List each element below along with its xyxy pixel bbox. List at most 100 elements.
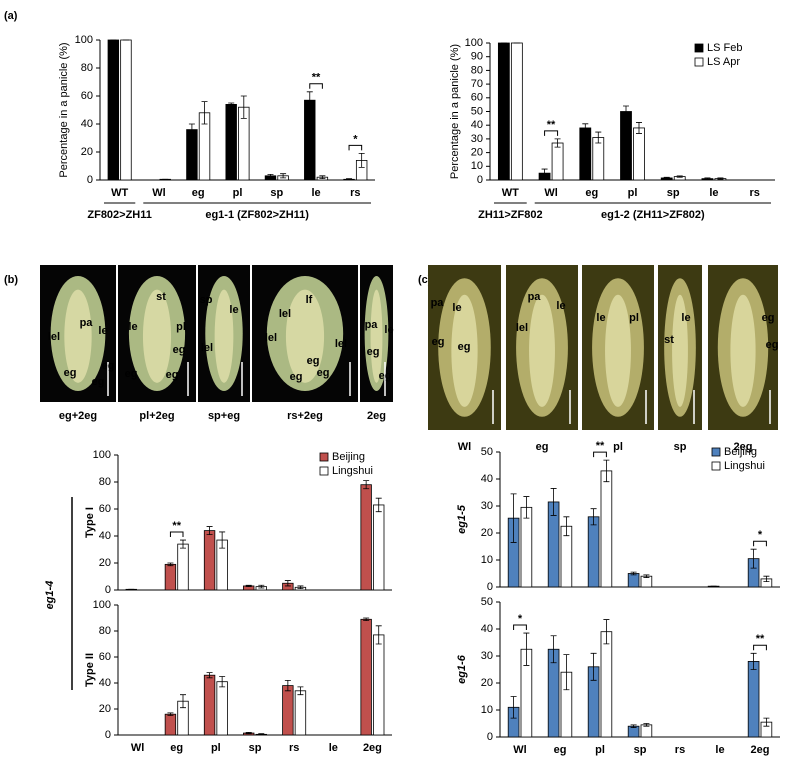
photo-caption: eg+2eg	[59, 410, 97, 422]
bar	[520, 506, 533, 588]
legend-swatch	[711, 461, 721, 471]
photo-label: pl	[629, 312, 639, 324]
spikelet-inner	[672, 294, 688, 407]
photo-label: lel	[279, 308, 291, 320]
bar	[579, 127, 592, 181]
photo-label: le	[98, 325, 107, 337]
spikelet-inner	[142, 289, 172, 383]
x-tick-label: eg	[170, 742, 183, 754]
x-tick-label: Wl	[131, 742, 144, 754]
side-label: eg1-6	[456, 654, 468, 684]
error-bar	[763, 717, 770, 727]
photo-label: st	[156, 291, 166, 303]
x-tick-label: sp	[249, 742, 262, 754]
x-tick-label: eg	[192, 187, 205, 199]
error-bar	[258, 733, 265, 736]
bar	[164, 563, 177, 591]
bar	[282, 685, 294, 736]
error-bar	[630, 724, 637, 728]
x-tick-label: rs	[289, 742, 299, 754]
significance-bracket	[169, 531, 184, 538]
y-axis-label: Percentage in a panicle (%)	[58, 42, 70, 177]
y-tick-label: 20	[481, 677, 493, 689]
photo-label: le	[229, 304, 238, 316]
y-tick-label: 0	[105, 729, 111, 741]
y-tick-label: 100	[75, 34, 93, 46]
error-bar	[375, 497, 382, 513]
y-tick-label: 60	[471, 92, 483, 104]
bar	[497, 42, 510, 181]
error-bar	[219, 676, 226, 688]
y-tick-label: 60	[99, 503, 111, 515]
legend-label: Lingshui	[724, 460, 765, 472]
y-tick-label: 80	[81, 62, 93, 74]
significance-label: **	[547, 119, 556, 131]
legend-swatch	[319, 452, 329, 462]
y-tick-label: 100	[465, 37, 483, 49]
x-tick-label: rs	[675, 744, 685, 756]
photo-caption: pl	[613, 441, 623, 453]
y-tick-label: 20	[481, 527, 493, 539]
photo-label: lel	[335, 338, 347, 350]
legend-label: LS Apr	[707, 56, 740, 68]
x-tick-label: pl	[211, 742, 221, 754]
bar	[360, 618, 372, 736]
error-bar	[358, 153, 365, 168]
error-bar	[346, 178, 353, 181]
photo-label: eg	[102, 360, 115, 372]
photo-label: le	[681, 312, 690, 324]
group-label: eg1-2 (ZH11>ZF802)	[601, 209, 705, 221]
y-tick-label: 0	[487, 581, 493, 593]
bar	[203, 674, 216, 736]
error-bar	[550, 488, 557, 516]
bar	[373, 634, 385, 736]
photo-label: sp	[200, 294, 213, 306]
bar	[304, 99, 316, 181]
photo-label: pa	[431, 297, 445, 309]
error-bar	[550, 635, 557, 664]
x-tick-label: 2eg	[751, 744, 770, 756]
x-tick-label: rs	[749, 187, 759, 199]
photo-label: eg	[379, 370, 392, 382]
significance-bracket	[753, 540, 767, 547]
photo-caption: Wl	[458, 441, 471, 453]
x-tick-label: WT	[111, 187, 128, 199]
photo-label: eg	[166, 369, 179, 381]
significance-label: **	[596, 440, 605, 452]
bar	[747, 661, 760, 738]
error-bar	[523, 496, 530, 519]
x-tick-label: 2eg	[363, 742, 382, 754]
photo-label: le	[556, 300, 565, 312]
y-tick-label: 0	[477, 174, 483, 186]
spikelet-inner	[64, 289, 92, 383]
error-bar	[582, 123, 589, 133]
bar	[294, 690, 307, 736]
error-bar	[240, 95, 247, 119]
x-tick-label: sp	[667, 187, 680, 199]
error-bar	[188, 123, 195, 136]
significance-label: *	[353, 133, 358, 145]
spikelet-inner	[214, 289, 234, 383]
legend-swatch	[711, 447, 721, 457]
y-tick-label: 10	[471, 160, 483, 172]
y-tick-label: 30	[481, 650, 493, 662]
photo-label: eg	[458, 341, 471, 353]
significance-bracket	[309, 83, 323, 89]
error-bar	[297, 585, 304, 590]
y-tick-label: 0	[105, 584, 111, 596]
photo-caption: sp	[674, 441, 687, 453]
legend-swatch	[694, 43, 704, 53]
error-bar	[284, 680, 291, 692]
significance-label: **	[756, 633, 765, 645]
error-bar	[643, 723, 650, 727]
side-label: Type I	[84, 507, 96, 538]
photo-label: lel	[48, 331, 60, 343]
y-tick-label: 50	[481, 596, 493, 608]
photo-caption: 2eg	[367, 410, 386, 422]
error-bar	[297, 686, 304, 696]
bar	[592, 137, 605, 181]
bar	[551, 142, 564, 181]
error-bar	[663, 176, 670, 180]
side-label: Type II	[84, 653, 96, 687]
significance-bracket	[593, 451, 607, 458]
